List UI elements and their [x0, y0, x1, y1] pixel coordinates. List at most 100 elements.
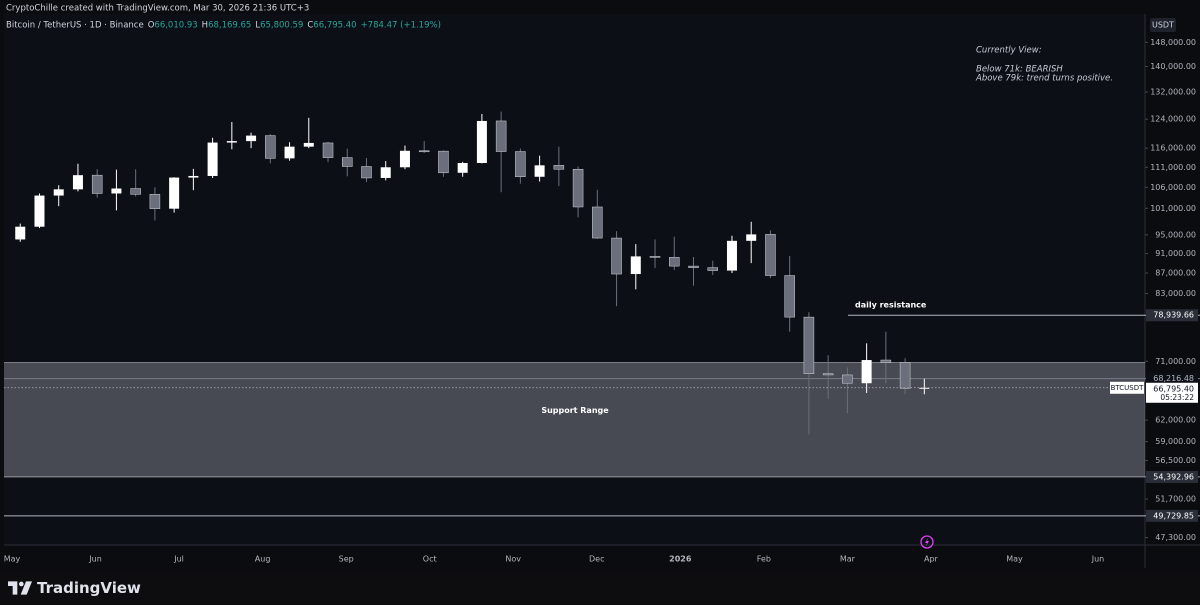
candle-body: [149, 194, 161, 209]
level-price-label: 68,216.48: [1153, 374, 1194, 383]
level-price-label: 49,729.85: [1153, 511, 1194, 520]
x-tick-label: May: [4, 555, 21, 564]
symbol-label: BTCUSDT: [1111, 384, 1145, 392]
level-price-label-box: [1146, 372, 1198, 385]
candle-body: [207, 142, 218, 176]
x-tick-label: Sep: [339, 555, 354, 564]
y-tick-label: 87,000.00: [1155, 269, 1196, 278]
y-tick-label: 132,000.00: [1150, 88, 1196, 97]
candle-body: [534, 165, 545, 177]
candle-body: [495, 120, 507, 152]
candle-body: [380, 167, 391, 178]
legend-symbol: Bitcoin / TetherUS · 1D · Binance: [6, 21, 144, 31]
legend-value: 66,010.93: [154, 21, 197, 31]
brand-icon: [8, 580, 32, 595]
candle-body: [226, 141, 237, 143]
candle-body: [861, 360, 872, 384]
candle-body: [72, 175, 83, 190]
candle-body: [303, 142, 314, 147]
y-tick-label: 140,000.00: [1150, 62, 1196, 71]
ohlc-legend: Bitcoin / TetherUS · 1D · Binance O 66,010…: [6, 21, 441, 31]
x-tick-label: Oct: [423, 555, 437, 564]
candle-body: [649, 256, 661, 258]
support-price-label-box: [1146, 470, 1198, 483]
level-price-label-box: [1146, 309, 1198, 322]
event-icon: [920, 535, 934, 549]
support-price-label: 54,392.96: [1153, 472, 1194, 481]
candle-body: [438, 150, 449, 174]
y-tick-label: 124,000.00: [1150, 115, 1196, 124]
x-tick-label: 2026: [669, 555, 692, 564]
candle-body: [15, 226, 26, 240]
level-label: daily resistance: [855, 301, 927, 310]
event-icon-ring: [920, 535, 934, 549]
x-tick-label: Jul: [173, 555, 184, 564]
y-tick-label: 59,000.00: [1155, 437, 1196, 446]
legend-change: +784.47 (+1.19%): [361, 21, 441, 31]
candle-body: [919, 387, 930, 389]
last-price-label: 66,795.40: [1153, 384, 1194, 393]
x-tick-label: May: [1006, 555, 1023, 564]
candle-body: [630, 256, 641, 275]
candle-body: [899, 362, 911, 389]
candle-body: [669, 257, 680, 267]
legend-value: 65,800.59: [260, 21, 303, 31]
candle-body: [399, 150, 410, 168]
y-tick-label: 62,000.00: [1155, 416, 1196, 425]
annotation-line: Below 71k: BEARISH: [976, 65, 1063, 75]
candle-body: [515, 151, 526, 178]
candle-body: [592, 206, 603, 239]
x-tick-label: Aug: [255, 555, 271, 564]
candle-body: [688, 265, 699, 268]
candle-body: [265, 135, 276, 159]
candle-body: [611, 237, 622, 275]
currency: USDT: [1152, 21, 1174, 30]
legend-key: H: [202, 21, 208, 31]
x-tick-label: Apr: [924, 555, 939, 564]
candle-body: [361, 166, 372, 179]
candle-body: [322, 142, 334, 158]
y-tick-label: 47,300.00: [1155, 533, 1196, 542]
x-tick-label: Jun: [1091, 555, 1105, 564]
x-tick-label: Mar: [840, 555, 856, 564]
candle-body: [553, 165, 565, 170]
candle-body: [91, 174, 103, 194]
candle-body: [342, 157, 353, 167]
candle-body: [130, 188, 141, 195]
candle-body: [457, 162, 468, 173]
y-tick-label: 116,000.00: [1150, 144, 1196, 153]
x-tick-label: Dec: [589, 555, 604, 564]
candle-body: [784, 275, 795, 318]
candle-body: [765, 234, 776, 276]
candle-body: [822, 373, 834, 376]
brand-name: TradingView: [37, 578, 141, 597]
legend-key: C: [307, 21, 313, 31]
level-price-label: 78,939.66: [1153, 311, 1194, 320]
candle-body: [880, 359, 892, 363]
support-range-label: Support Range: [541, 406, 609, 415]
plot-area: [4, 14, 1145, 545]
y-tick-label: 101,000.00: [1150, 204, 1196, 213]
event-icon-bolt: [925, 538, 929, 546]
candle-body: [572, 168, 584, 208]
candle-body: [284, 146, 295, 159]
candle-body: [169, 177, 180, 209]
level-price-label-box: [1146, 509, 1198, 522]
y-tick-label: 51,700.00: [1155, 494, 1196, 503]
candle-body: [707, 267, 718, 271]
brand-logo[interactable]: TradingView: [8, 579, 141, 597]
footer: TradingView: [0, 570, 1200, 605]
y-tick-label: 71,000.00: [1155, 357, 1196, 366]
last-price-box: [1146, 382, 1198, 403]
legend-value: 68,169.65: [208, 21, 251, 31]
y-tick-label: 111,000.00: [1150, 163, 1196, 172]
chart: CryptoChille created with TradingView.co…: [3, 3, 1200, 568]
candle-body: [418, 150, 430, 153]
y-tick-label: 148,000.00: [1150, 38, 1196, 47]
x-tick-label: Jun: [88, 555, 102, 564]
credit: CryptoChille created with TradingView.co…: [6, 4, 309, 14]
legend-key: O: [148, 21, 155, 31]
x-tick-label: Nov: [505, 555, 521, 564]
